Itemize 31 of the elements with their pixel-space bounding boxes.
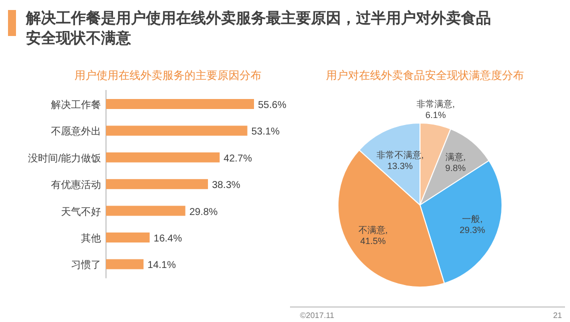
bar	[106, 259, 144, 270]
data-label: 38.3%	[212, 180, 240, 192]
chart-title: 用户对在线外卖食品安全现状满意度分布	[326, 69, 524, 82]
y-tick-label: 习惯了	[71, 259, 101, 272]
y-tick-label: 没时间/能力做饭	[28, 152, 101, 164]
y-tick-label: 有优惠活动	[51, 179, 101, 192]
data-label: 55.6%	[258, 100, 286, 111]
bar	[106, 99, 254, 109]
text: 解决工作餐是用户使用在线外卖服务最主要原因，过半用户对外卖食品安全现状不满意	[25, 9, 491, 47]
text: 21	[553, 311, 563, 320]
slice-label: 不满意, 41.5%	[358, 225, 388, 246]
slice-label: 满意, 9.8%	[445, 152, 466, 174]
data-label: 53.1%	[251, 126, 280, 138]
y-tick-label: 天气不好	[61, 206, 101, 218]
bar	[106, 206, 186, 216]
y-tick-label: 不愿意外出	[51, 126, 101, 138]
slice-label: 非常满意, 6.1%	[416, 99, 455, 120]
y-tick-label: 解决工作餐	[51, 99, 101, 111]
bar	[106, 232, 150, 242]
bar	[106, 126, 248, 136]
slice-label: 一般, 29.3%	[460, 214, 486, 236]
chart-title: 用户使用在线外卖服务的主要原因分布	[74, 69, 262, 82]
bar	[106, 152, 220, 162]
data-label: 42.7%	[224, 153, 252, 164]
slice-label: 非常不满意, 13.3%	[376, 150, 424, 172]
bar	[106, 179, 208, 190]
data-label: 16.4%	[154, 234, 182, 244]
y-tick-label: 其他	[81, 232, 101, 244]
data-label: 29.8%	[189, 206, 218, 218]
text: ©2017.11	[300, 311, 335, 320]
data-label: 14.1%	[148, 260, 176, 272]
